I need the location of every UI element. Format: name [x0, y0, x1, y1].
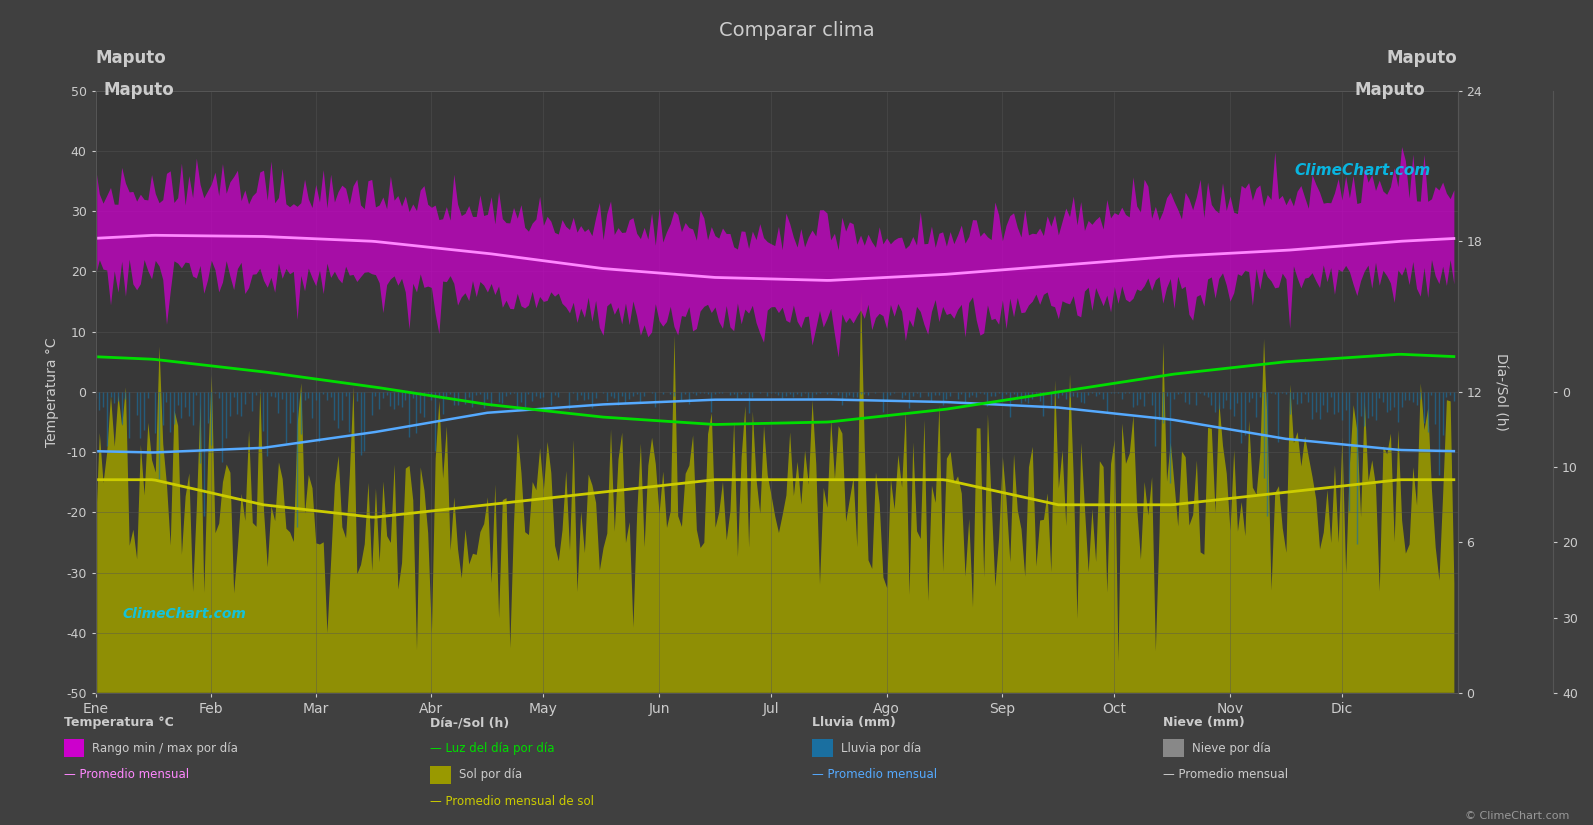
- Text: ClimeChart.com: ClimeChart.com: [123, 606, 247, 620]
- Text: Temperatura °C: Temperatura °C: [64, 716, 174, 729]
- Text: Día-/Sol (h): Día-/Sol (h): [430, 716, 510, 729]
- Text: — Luz del día por día: — Luz del día por día: [430, 742, 554, 755]
- Y-axis label: Día-/Sol (h): Día-/Sol (h): [1494, 353, 1507, 431]
- Text: — Promedio mensual: — Promedio mensual: [64, 768, 190, 781]
- Y-axis label: Temperatura °C: Temperatura °C: [45, 337, 59, 446]
- Text: Maputo: Maputo: [1356, 81, 1426, 99]
- Text: Maputo: Maputo: [96, 49, 166, 67]
- Text: Maputo: Maputo: [1388, 49, 1458, 67]
- Text: Comparar clima: Comparar clima: [718, 21, 875, 40]
- Text: Nieve (mm): Nieve (mm): [1163, 716, 1244, 729]
- Text: Sol por día: Sol por día: [459, 768, 523, 781]
- Text: Maputo: Maputo: [104, 81, 174, 99]
- Text: — Promedio mensual: — Promedio mensual: [1163, 768, 1289, 781]
- Text: — Promedio mensual de sol: — Promedio mensual de sol: [430, 794, 594, 808]
- Text: ClimeChart.com: ClimeChart.com: [1294, 163, 1431, 178]
- Text: Lluvia por día: Lluvia por día: [841, 742, 921, 755]
- Text: Lluvia (mm): Lluvia (mm): [812, 716, 897, 729]
- Text: Nieve por día: Nieve por día: [1192, 742, 1271, 755]
- Text: Rango min / max por día: Rango min / max por día: [92, 742, 239, 755]
- Text: © ClimeChart.com: © ClimeChart.com: [1464, 811, 1569, 821]
- Text: — Promedio mensual: — Promedio mensual: [812, 768, 938, 781]
